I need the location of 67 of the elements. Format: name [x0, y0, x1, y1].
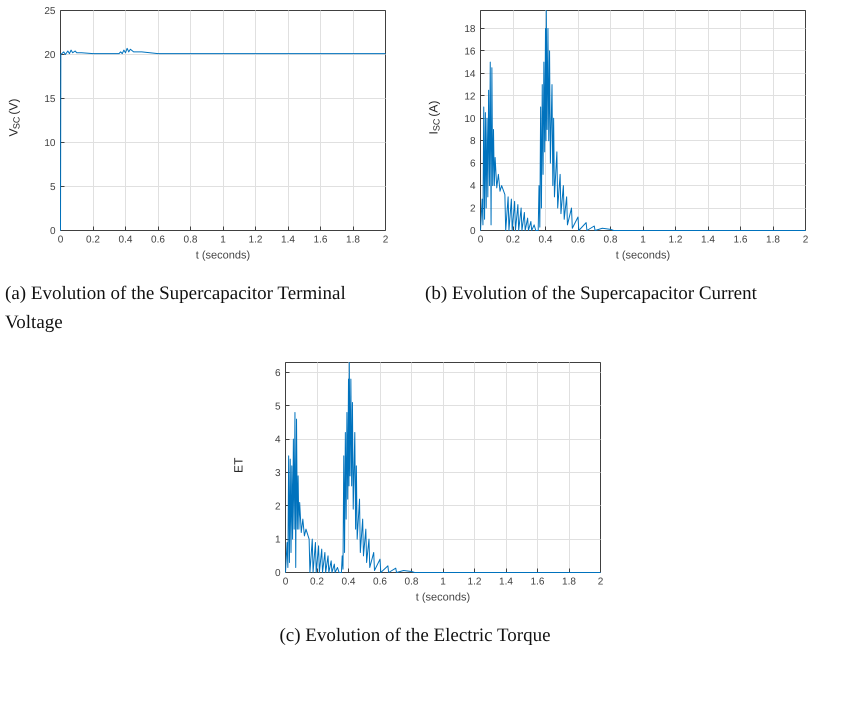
y-tick-label: 0	[274, 568, 281, 579]
y-tick-label: 10	[44, 138, 56, 149]
x-tick-label: 1	[220, 234, 226, 246]
text: (b) Evolution of the Supercapacitor Current	[425, 282, 757, 306]
y-tick-label: 2	[470, 204, 476, 215]
x-tick-label: 0.8	[404, 576, 419, 588]
y-axis-title: VSC (V)	[6, 98, 22, 137]
y-tick-label: 16	[464, 46, 476, 58]
x-axis-title: t (seconds)	[616, 250, 670, 262]
y-tick-label: 6	[274, 368, 281, 379]
x-tick-label: 0.4	[538, 234, 553, 246]
x-tick-label: 1.8	[346, 234, 360, 246]
x-tick-label: 2	[802, 234, 809, 246]
x-tick-label: 1	[440, 576, 446, 588]
x-tick-label: 1.6	[314, 234, 328, 246]
line-series	[285, 362, 601, 573]
y-tick-label: 10	[464, 114, 476, 125]
y-tick-label: 0	[50, 226, 56, 237]
line-series	[480, 10, 806, 231]
y-tick-label: 6	[470, 158, 476, 170]
x-tick-label: 1.4	[701, 234, 716, 246]
x-tick-label: 1	[640, 234, 646, 246]
x-tick-label: 1.4	[281, 234, 296, 246]
x-tick-label: 0.8	[604, 234, 618, 246]
y-tick-label: 4	[274, 434, 281, 446]
x-tick-label: 0.6	[571, 234, 586, 246]
x-tick-label: 0.2	[506, 234, 520, 246]
x-tick-label: 0.8	[184, 234, 198, 246]
x-tick-label: 0.2	[86, 234, 100, 246]
x-tick-label: 0.4	[342, 576, 356, 588]
x-tick-label: 1.8	[562, 576, 576, 588]
y-axis-title: ET	[232, 456, 246, 473]
y-tick-label: 2	[274, 501, 281, 512]
x-tick-label: 1.2	[468, 576, 482, 588]
x-axis-title: t (seconds)	[196, 250, 250, 262]
y-tick-label: 20	[44, 50, 56, 61]
y-tick-label: 15	[44, 94, 56, 105]
y-tick-label: 8	[470, 136, 476, 148]
y-tick-label: 1	[274, 534, 281, 546]
text: (c) Evolution of the Electric Torque	[279, 624, 551, 648]
y-tick-label: 4	[470, 181, 476, 192]
x-tick-label: 0	[282, 576, 289, 588]
x-tick-label: 1.2	[248, 234, 263, 246]
y-tick-label: 5	[50, 182, 56, 193]
x-tick-label: 0	[478, 234, 484, 246]
x-tick-label: 0.6	[151, 234, 166, 246]
y-tick-label: 3	[274, 468, 281, 479]
y-tick-label: 25	[44, 6, 56, 17]
x-tick-label: 2	[598, 576, 604, 588]
x-tick-label: 1.6	[530, 576, 545, 588]
x-tick-label: 0	[58, 234, 64, 246]
y-tick-label: 14	[464, 68, 476, 80]
x-tick-label: 0.2	[310, 576, 324, 588]
x-axis-title: t (seconds)	[416, 592, 470, 604]
x-tick-label: 1.8	[766, 234, 780, 246]
y-tick-label: 18	[464, 24, 476, 35]
text: (a) Evolution of the Supercapacitor Terminal Voltage	[5, 282, 347, 334]
y-tick-label: 0	[470, 226, 476, 237]
x-tick-label: 1.6	[734, 234, 748, 246]
y-tick-label: 5	[274, 401, 281, 412]
y-tick-label: 12	[464, 91, 476, 102]
x-tick-label: 0.4	[118, 234, 133, 246]
y-axis-title: ISC (A)	[426, 100, 442, 135]
x-tick-label: 0.6	[373, 576, 388, 588]
x-tick-label: 1.4	[499, 576, 514, 588]
x-tick-label: 2	[382, 234, 389, 246]
x-tick-label: 1.2	[668, 234, 683, 246]
